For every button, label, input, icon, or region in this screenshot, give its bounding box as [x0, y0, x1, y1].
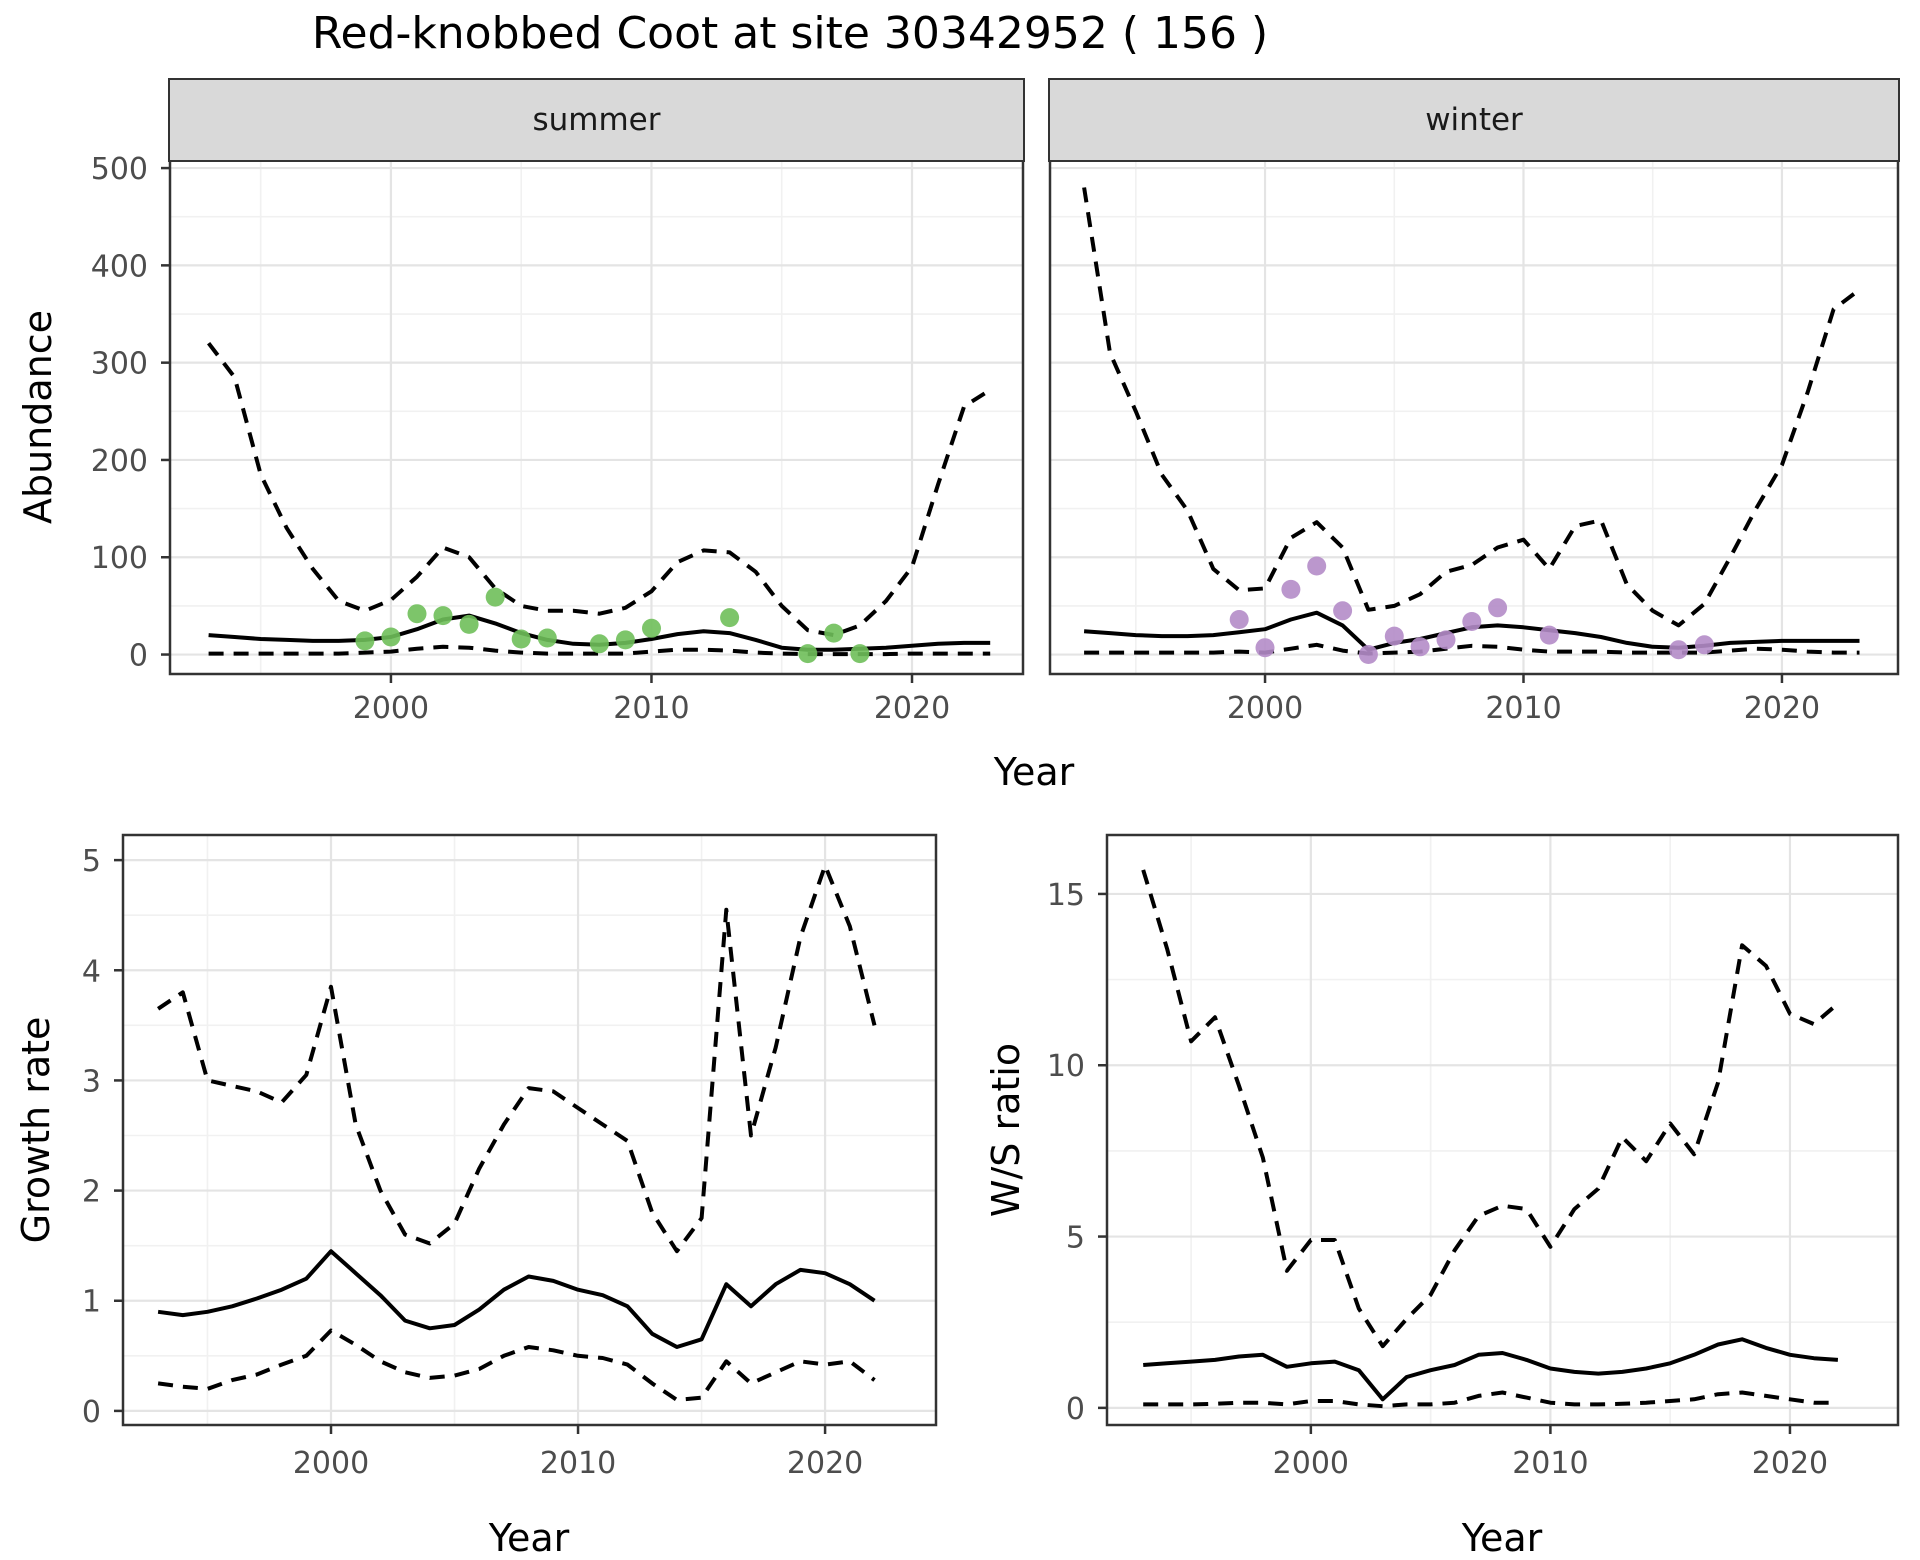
x-tick-label: 2010 — [613, 691, 689, 726]
median-line — [1143, 1337, 1839, 1402]
x-axis-title-bottom-right: Year — [1461, 1516, 1543, 1560]
panel-background — [170, 160, 1023, 674]
x-tick-label: 2020 — [874, 691, 950, 726]
x-tick-label: 2020 — [787, 1446, 863, 1481]
y-tick-label: 300 — [91, 347, 148, 382]
observation-point — [589, 634, 609, 654]
x-tick-label: 2010 — [1512, 1446, 1588, 1481]
x-tick-label: 2020 — [1752, 1446, 1828, 1481]
panel-abundance-summer: 2000 2010 2020 0 100 200 300 400 500 — [91, 152, 1025, 726]
y-tick-label: 0 — [1066, 1392, 1085, 1427]
observation-point — [1488, 598, 1508, 618]
y-tick-label: 0 — [82, 1395, 101, 1430]
x-axis-title-top: Year — [993, 750, 1075, 794]
observation-point — [485, 587, 505, 607]
observation-point — [1307, 556, 1327, 576]
upper-ci-line — [1141, 869, 1840, 1349]
y-tick-label: 1 — [82, 1285, 101, 1320]
observation-point — [511, 629, 531, 649]
x-tick-label: 2020 — [1744, 691, 1820, 726]
observation-point — [642, 618, 661, 638]
y-tick-label: 4 — [82, 954, 101, 989]
y-axis-title-ws: W/S ratio — [984, 1042, 1028, 1218]
observation-point — [850, 644, 870, 664]
observation-point — [1410, 637, 1430, 657]
lower-ci-line — [1143, 1390, 1838, 1409]
x-axis-title-bottom-left: Year — [488, 1516, 570, 1560]
observation-point — [1255, 638, 1275, 658]
observation-point — [1436, 630, 1456, 650]
y-tick-label: 100 — [91, 541, 148, 576]
y-axis-title-growth: Growth rate — [14, 1016, 58, 1244]
y-tick-label: 0 — [129, 639, 148, 674]
panel-border — [121, 833, 938, 1427]
observation-point — [1694, 635, 1714, 655]
chart-title: Red-knobbed Coot at site 30342952 ( 156 … — [311, 8, 1269, 59]
panel-border — [1105, 833, 1900, 1427]
facet-strip-winter: winter — [1048, 78, 1900, 162]
panel-background — [123, 835, 936, 1425]
observation-point — [1539, 625, 1559, 645]
facet-strip-summer: summer — [168, 78, 1025, 162]
y-tick-label: 400 — [91, 249, 148, 284]
panel-abundance-winter: 2000 2010 2020 — [1048, 158, 1900, 726]
observation-point — [355, 631, 375, 651]
panel-background — [1050, 160, 1898, 674]
observation-point — [1384, 626, 1404, 646]
median-line — [157, 1249, 876, 1349]
y-tick-label: 15 — [1047, 878, 1085, 913]
y-tick-label: 500 — [91, 152, 148, 187]
y-tick-label: 10 — [1047, 1049, 1085, 1084]
observation-point — [798, 644, 818, 664]
observation-point — [459, 614, 479, 634]
observation-point — [615, 630, 635, 650]
facet-label-summer: summer — [532, 102, 661, 138]
panel-growth-rate: 2000 2010 2020 0 1 2 3 4 5 — [82, 833, 938, 1481]
y-tick-label: 5 — [1066, 1221, 1085, 1256]
facet-label-winter: winter — [1425, 102, 1523, 138]
observation-point — [720, 608, 740, 628]
panel-background — [1107, 835, 1898, 1425]
observation-point — [1669, 640, 1689, 660]
observation-point — [1333, 601, 1353, 621]
observation-point — [1358, 645, 1378, 664]
observation-point — [381, 627, 401, 647]
observation-point — [1281, 579, 1301, 599]
lower-ci-line — [1084, 642, 1860, 656]
y-tick-label: 2 — [82, 1175, 101, 1210]
observation-point — [1229, 610, 1249, 629]
y-tick-label: 200 — [91, 444, 148, 479]
x-tick-label: 2010 — [1485, 691, 1561, 726]
x-tick-label: 2000 — [353, 691, 429, 726]
upper-ci-line — [207, 341, 992, 638]
observation-point — [1462, 612, 1482, 631]
x-tick-label: 2000 — [293, 1446, 369, 1481]
upper-ci-line — [156, 863, 877, 1254]
panel-ws-ratio: 2000 2010 2020 0 5 10 15 — [1047, 833, 1900, 1481]
observation-point — [824, 623, 844, 643]
upper-ci-line — [1082, 187, 1861, 628]
x-tick-label: 2000 — [1273, 1446, 1349, 1481]
y-tick-label: 3 — [82, 1064, 101, 1099]
y-tick-label: 5 — [82, 844, 101, 879]
observation-point — [537, 628, 557, 648]
observation-point — [433, 606, 453, 626]
y-axis-title-abundance: Abundance — [16, 309, 60, 525]
x-tick-label: 2010 — [540, 1446, 616, 1481]
x-tick-label: 2000 — [1227, 691, 1303, 726]
observation-point — [407, 604, 427, 624]
